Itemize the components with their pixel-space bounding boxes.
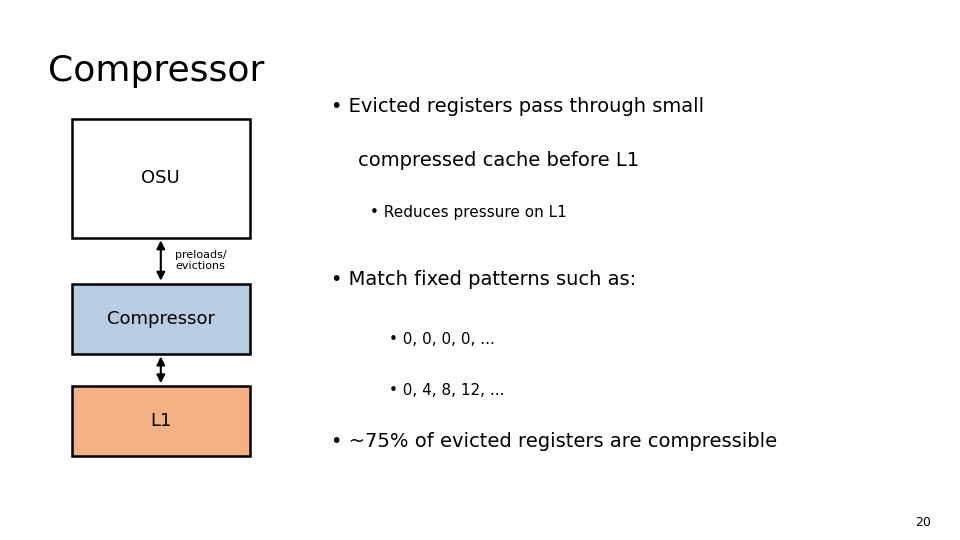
Text: compressed cache before L1: compressed cache before L1 [358, 151, 639, 170]
Text: • 0, 4, 8, 12, ...: • 0, 4, 8, 12, ... [389, 383, 504, 399]
Text: OSU: OSU [141, 169, 180, 187]
Text: preloads/
evictions: preloads/ evictions [175, 249, 227, 271]
Text: 20: 20 [915, 516, 931, 529]
FancyBboxPatch shape [72, 284, 250, 354]
Text: Compressor: Compressor [107, 309, 215, 328]
Text: • ~75% of evicted registers are compressible: • ~75% of evicted registers are compress… [331, 432, 778, 451]
Text: • Match fixed patterns such as:: • Match fixed patterns such as: [331, 270, 636, 289]
Text: • Reduces pressure on L1: • Reduces pressure on L1 [370, 205, 566, 220]
FancyBboxPatch shape [72, 119, 250, 238]
Text: L1: L1 [150, 412, 172, 430]
Text: Compressor: Compressor [48, 54, 264, 88]
FancyBboxPatch shape [72, 386, 250, 456]
Text: • 0, 0, 0, 0, ...: • 0, 0, 0, 0, ... [389, 332, 494, 347]
Text: • Evicted registers pass through small: • Evicted registers pass through small [331, 97, 705, 116]
